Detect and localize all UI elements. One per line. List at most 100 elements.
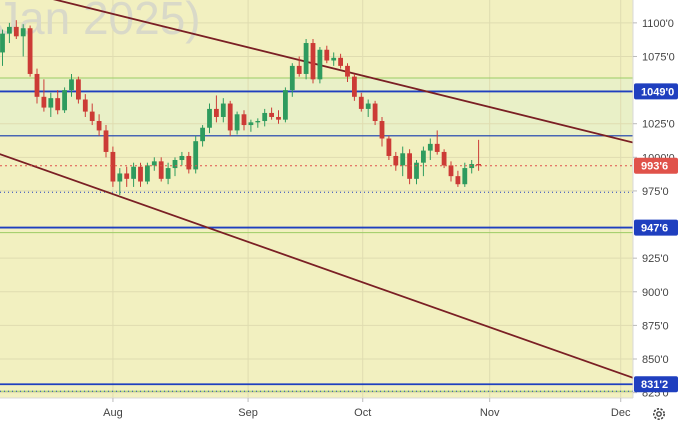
candle (110, 146, 116, 187)
candle-body (303, 43, 309, 74)
candle (421, 146, 426, 177)
last-price-label: 993'6 (634, 157, 678, 174)
candle-body (296, 65, 302, 74)
candle-body (331, 57, 337, 61)
y-tick-label: 1100'0 (642, 18, 674, 30)
candle-body (262, 112, 268, 122)
candle-body (34, 73, 40, 97)
candle-body (27, 28, 33, 74)
candles (0, 20, 481, 195)
x-tick-label: Oct (354, 407, 371, 419)
candle-body (248, 122, 254, 126)
level-lines (0, 90, 633, 386)
y-axis-panel[interactable] (633, 0, 680, 398)
x-tick-label: Dec (611, 407, 631, 419)
candle (283, 87, 288, 123)
candle-body (441, 151, 447, 166)
candle (331, 52, 337, 66)
candle-body (48, 98, 54, 108)
candle (227, 100, 233, 136)
candle (303, 38, 309, 80)
x-tick-label: Aug (103, 407, 123, 419)
level-price-label-text: 831'2 (641, 379, 668, 391)
candle-body (89, 111, 95, 122)
candle (186, 151, 192, 174)
y-tick-label: 975'0 (642, 186, 669, 198)
candle (82, 94, 88, 117)
candle (386, 135, 392, 161)
candle-body (0, 33, 5, 53)
candle-body (386, 138, 392, 156)
candle (145, 162, 150, 185)
candle-body (407, 153, 412, 179)
candle-body (317, 49, 323, 80)
candle-body (434, 143, 440, 152)
candle-body (207, 108, 212, 128)
y-tick-label: 850'0 (642, 354, 669, 366)
candle (62, 87, 67, 113)
candle (138, 162, 143, 187)
candle-body (476, 164, 481, 166)
candle-body (165, 168, 171, 179)
candle (89, 103, 95, 126)
level-price-label-box (634, 219, 678, 236)
candle-body (400, 153, 406, 166)
candle-body (82, 99, 88, 112)
candle-body (96, 121, 102, 131)
candle (345, 63, 350, 83)
candle-body (338, 57, 343, 66)
price-labels: 1049'0 947'6 831'2 993'6 (634, 83, 678, 393)
candle-body (310, 43, 316, 80)
candle (117, 168, 123, 195)
level-price-label-text: 947'6 (641, 223, 668, 235)
candle-body (41, 96, 47, 108)
watermark-text: Jan 2025) (0, 0, 201, 44)
y-tick-label: 875'0 (642, 320, 669, 332)
candle-body (227, 103, 233, 131)
trendline (52, 0, 633, 144)
candle (365, 99, 371, 117)
price-band (0, 77, 633, 136)
candle (20, 24, 26, 57)
settings-button[interactable] (645, 403, 673, 425)
candle (448, 161, 454, 182)
candle (248, 119, 254, 132)
y-tick-label: 1025'0 (642, 119, 675, 131)
candle (289, 63, 295, 97)
candle (455, 170, 461, 187)
candle (131, 162, 136, 187)
candle (414, 160, 419, 185)
candle (276, 110, 281, 124)
candle (476, 139, 481, 171)
candle-body (345, 65, 350, 77)
candle (462, 162, 468, 187)
x-tick-label: Nov (480, 407, 500, 419)
candle-body (55, 98, 61, 111)
candle-body (7, 26, 12, 34)
candle-body (289, 65, 295, 91)
candle-body (172, 160, 178, 169)
candle-body (372, 103, 378, 122)
candle (441, 149, 447, 169)
x-axis-ticks: Aug Sep Oct Nov Dec (103, 398, 631, 419)
candle (296, 56, 302, 77)
candle-body (117, 173, 123, 182)
candle (7, 22, 12, 44)
candle-body (193, 141, 199, 170)
x-axis-panel[interactable] (0, 398, 633, 428)
candle (317, 47, 323, 84)
candle-body (269, 112, 274, 117)
candle (103, 125, 109, 158)
y-axis-ticks: 1100'01075'01025'01000'0975'0925'0900'08… (633, 18, 675, 400)
level-price-label: 947'6 (634, 219, 678, 236)
candle (372, 100, 378, 126)
candle (69, 73, 74, 97)
candle-body (352, 76, 357, 97)
y-tick-label: 925'0 (642, 253, 669, 265)
candle-body (393, 155, 399, 166)
candle (269, 107, 274, 120)
last-price-label-box (634, 157, 678, 174)
level-price-label-box (634, 376, 678, 393)
candle (400, 146, 406, 177)
